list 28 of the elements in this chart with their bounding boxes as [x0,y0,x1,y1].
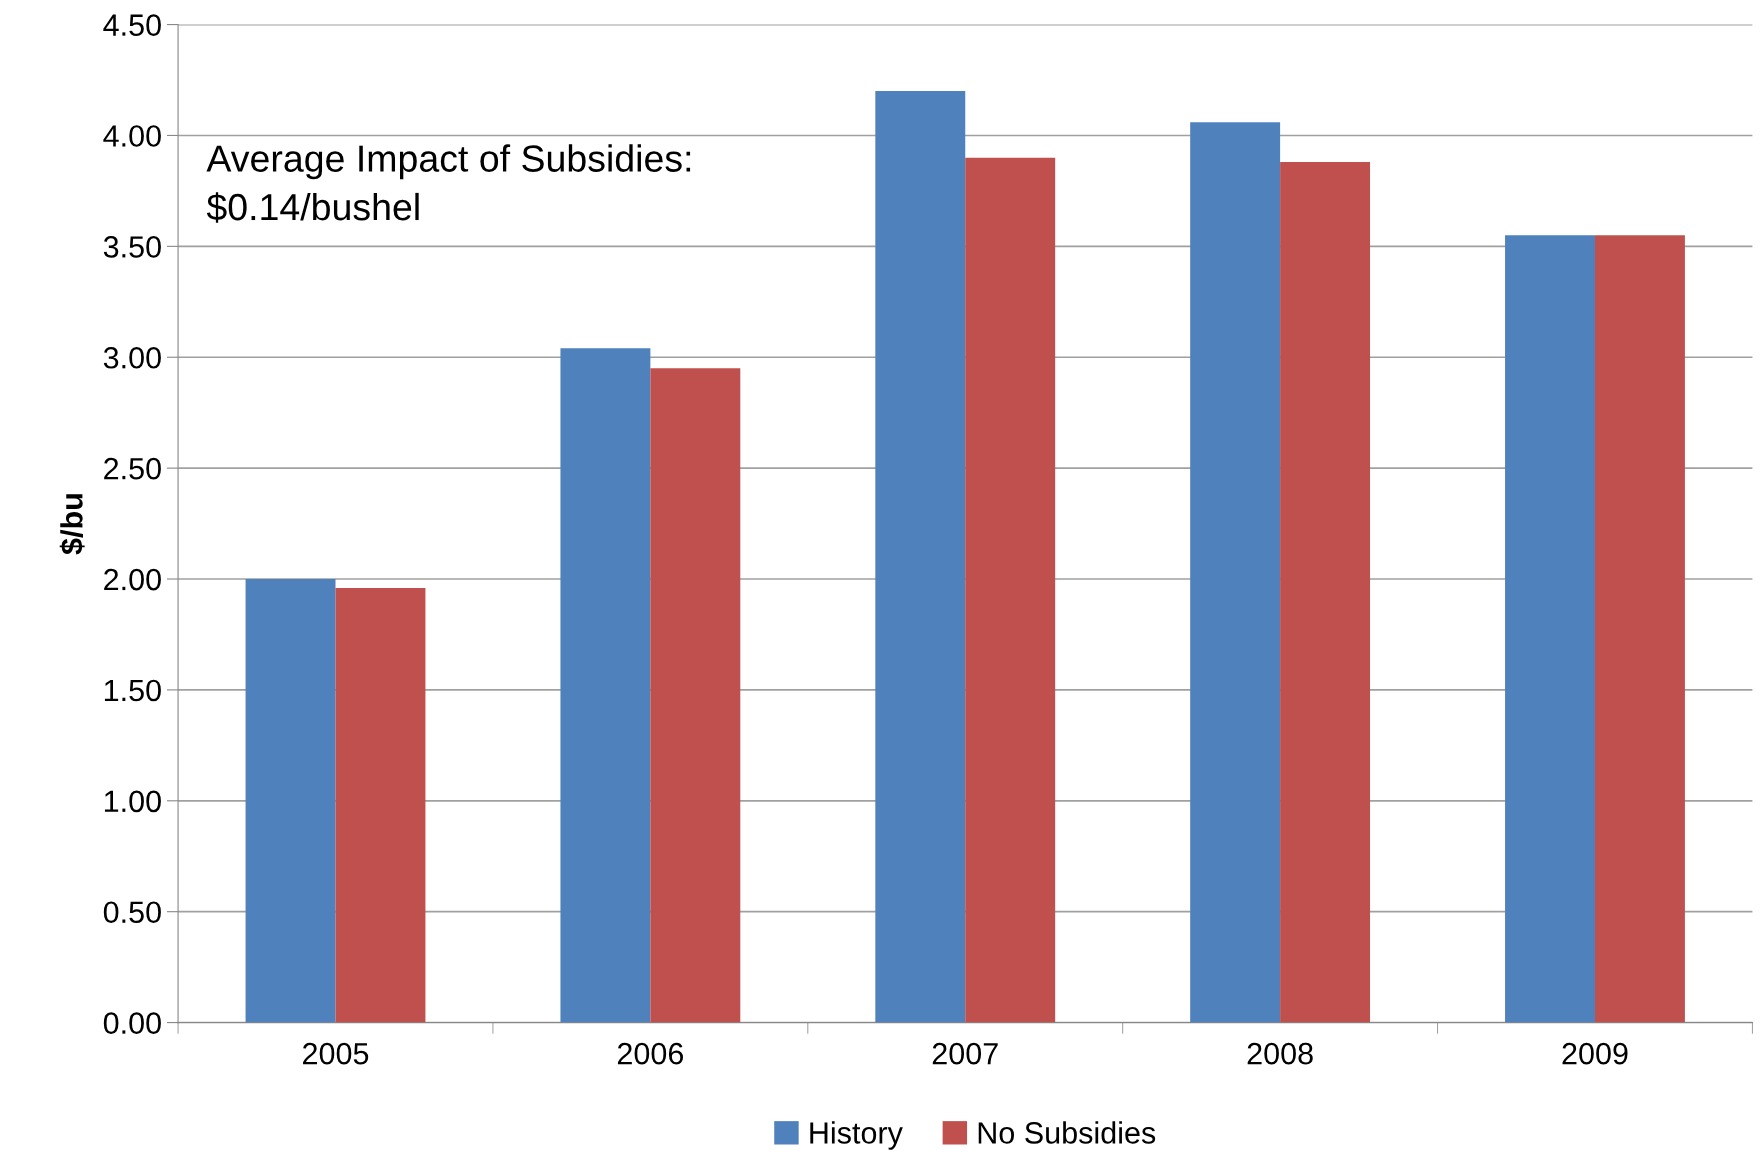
bar [965,157,1056,1023]
x-tick-label: 2008 [1247,1042,1313,1065]
y-tick-label: 3.00 [103,346,161,369]
x-tick-label: 2006 [617,1042,684,1065]
bar [560,348,651,1023]
legend-label: History [810,1121,903,1150]
legend-label: No Subsidies [978,1121,1156,1144]
y-tick-label: 0.50 [103,901,161,924]
y-tick-label: 1.50 [104,679,161,702]
bar [875,91,966,1023]
y-tick-label: 2.00 [104,568,161,591]
y-tick-label: 4.50 [103,14,161,36]
bar [650,368,741,1023]
y-tick-label: 0.00 [103,1012,161,1034]
x-tick-label: 2007 [932,1042,998,1065]
y-axis-title: $/bu [59,494,85,555]
bar [1594,235,1685,1023]
x-tick-label: 2009 [1562,1042,1628,1065]
x-tick-label: 2005 [303,1042,369,1065]
annotation: Average Impact of Subsidies: $0.14/bushel [206,144,691,223]
y-tick-label: 2.50 [104,457,161,480]
bar [1190,122,1281,1023]
y-tick-label: 4.00 [103,125,161,147]
y-tick-label: 3.50 [103,236,161,258]
bar [245,579,336,1023]
y-tick-label: 1.00 [104,790,161,813]
bar [1280,162,1371,1023]
bar [335,587,426,1023]
